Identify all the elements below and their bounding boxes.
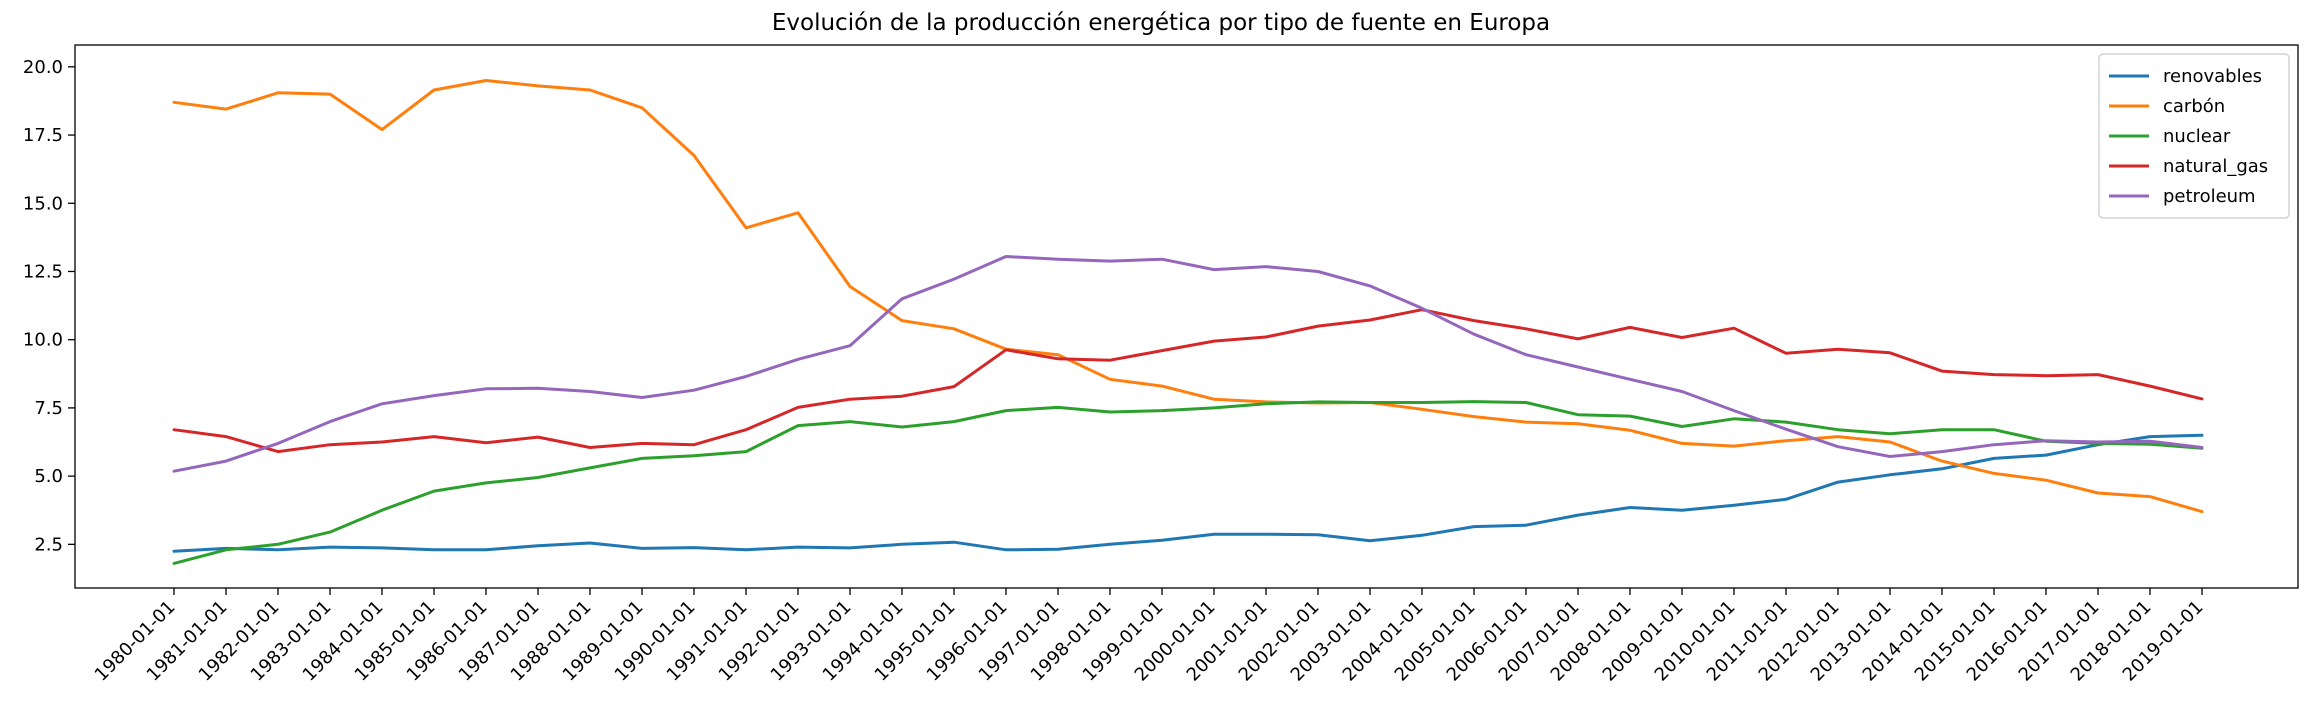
legend-label: nuclear [2163, 126, 2231, 147]
y-tick-label: 5.0 [34, 466, 63, 487]
y-tick-label: 10.0 [23, 330, 63, 351]
series-line-renovables [172, 433, 2204, 553]
legend: renovables carbón nuclear natural_gaspetrol… [2098, 53, 2290, 219]
series-line-petroleum [172, 255, 2204, 473]
series-line-nuclear [172, 400, 2204, 565]
chart-title: Evolución de la producción energética po… [772, 10, 1550, 36]
legend-label: renovables [2163, 66, 2262, 87]
y-tick-label: 15.0 [23, 193, 63, 214]
plot-area [74, 44, 2299, 589]
series-lines [172, 79, 2204, 565]
y-tick-label: 17.5 [23, 125, 63, 146]
y-tick-label: 7.5 [34, 398, 63, 419]
legend-label: carbón [2163, 96, 2225, 117]
series-line-carb-n [172, 79, 2204, 514]
y-axis: 2.5 5.0 7.5 10.0 12.5 15.0 17.5 20.0 [23, 57, 75, 555]
legend-box [2098, 53, 2290, 219]
legend-label: petroleum [2163, 186, 2256, 207]
y-tick-label: 2.5 [34, 534, 63, 555]
y-tick-label: 20.0 [23, 57, 63, 78]
y-tick-label: 12.5 [23, 261, 63, 282]
series-line-natural-gas [172, 308, 2204, 454]
legend-label: natural_gas [2163, 156, 2268, 177]
